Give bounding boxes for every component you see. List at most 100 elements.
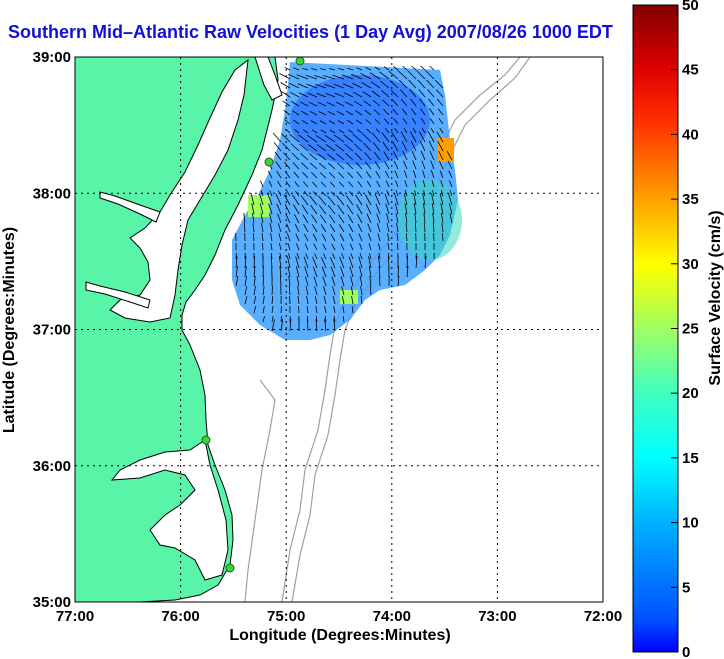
velocity-vector [260, 213, 264, 224]
velocity-vector [306, 296, 309, 305]
velocity-vector [342, 316, 345, 323]
velocity-vector [275, 193, 282, 206]
velocity-vector [377, 223, 381, 233]
velocity-vector [414, 190, 417, 197]
velocity-vector [423, 222, 426, 233]
velocity-vector [407, 70, 417, 80]
radar-station [295, 57, 305, 66]
velocity-vector [268, 213, 273, 224]
velocity-vector [311, 129, 318, 134]
plot-border [74, 56, 604, 603]
velocity-vector [318, 162, 327, 170]
velocity-vector [262, 242, 264, 251]
y-tick-label: 36:00 [33, 458, 71, 475]
velocity-vector [328, 120, 336, 125]
velocity-vector [299, 143, 309, 152]
velocity-vector [414, 222, 417, 233]
velocity-vector [341, 296, 345, 305]
velocity-vector [271, 306, 274, 314]
x-tick-label: 75:00 [267, 608, 305, 625]
velocity-vector [279, 266, 282, 278]
velocity-vector [426, 79, 435, 89]
velocity-vector [422, 203, 426, 215]
velocity-vector [324, 319, 327, 332]
velocity-vector [399, 79, 408, 89]
velocity-vector [325, 92, 336, 98]
velocity-vector [312, 256, 318, 269]
velocity-vector [376, 213, 381, 224]
velocity-vector [293, 119, 300, 125]
velocity-vector [285, 180, 291, 188]
velocity-vector [332, 296, 336, 305]
velocity-vector [437, 108, 444, 116]
velocity-vector [308, 101, 318, 107]
velocity-vector [374, 118, 381, 125]
velocity-vector [419, 131, 426, 143]
velocity-vector [347, 129, 354, 134]
velocity-vector [278, 233, 282, 242]
velocity-vector [281, 133, 291, 143]
velocity-vector [279, 73, 291, 80]
velocity-vector [311, 214, 318, 224]
velocity-vector [384, 193, 390, 206]
velocity-vector [365, 203, 372, 215]
velocity-vector [397, 265, 399, 278]
velocity-vector [271, 295, 274, 305]
y-axis-ticks: 39:00 38:00 37:00 36:00 35:00 [33, 49, 71, 611]
velocity-vector [303, 191, 309, 197]
velocity-vector [389, 80, 399, 89]
velocity-vector [348, 256, 354, 269]
delaware-bay [254, 57, 283, 101]
velocity-vector [297, 286, 300, 296]
velocity-vector [262, 286, 265, 296]
velocity-vector [270, 243, 273, 251]
potomac-river [99, 191, 161, 223]
velocity-vector [344, 101, 354, 107]
velocity-vector [422, 180, 426, 188]
velocity-vector [276, 203, 282, 215]
velocity-vector [346, 162, 354, 170]
colorbar-tick-label: 5 [682, 579, 690, 596]
velocity-vector [347, 67, 354, 71]
velocity-vector [421, 127, 426, 134]
velocity-vector [397, 242, 399, 251]
velocity-vector [436, 131, 444, 143]
velocity-vector [384, 128, 390, 134]
x-axis-label: Longitude (Degrees:Minutes) [229, 627, 450, 644]
velocity-vector [272, 132, 282, 143]
velocity-vector [368, 256, 372, 269]
velocity-vector [370, 81, 381, 89]
velocity-vector [337, 120, 345, 125]
velocity-vector [271, 285, 273, 296]
velocity-vector [291, 101, 300, 107]
velocity-vector [324, 306, 327, 314]
velocity-vector [302, 214, 309, 224]
velocity-vector [279, 253, 282, 260]
velocity-vector [411, 117, 417, 125]
velocity-vector [316, 92, 327, 98]
velocity-vector [411, 65, 417, 71]
velocity-vector [302, 129, 309, 134]
velocity-vector [333, 134, 345, 143]
velocity-vector [359, 266, 363, 278]
velocity-vector [404, 180, 408, 188]
velocity-vector [333, 316, 336, 323]
velocity-vector [271, 316, 274, 323]
velocity-vector [331, 243, 336, 251]
velocity-vector [321, 191, 327, 197]
velocity-vector [326, 153, 336, 161]
velocity-vector [253, 286, 256, 296]
velocity-vector [259, 193, 264, 206]
velocity-vector [406, 265, 409, 278]
velocity-vector [295, 233, 300, 242]
velocity-vector [348, 181, 354, 188]
velocity-vector [340, 266, 345, 278]
velocity-vector [379, 71, 390, 80]
velocity-vector [312, 233, 318, 242]
velocity-vector [342, 306, 345, 314]
velocity-vector [379, 275, 381, 287]
velocity-vector [310, 120, 318, 125]
velocity-vector [339, 191, 345, 197]
velocity-vector [318, 111, 327, 116]
velocity-vector [253, 276, 256, 287]
